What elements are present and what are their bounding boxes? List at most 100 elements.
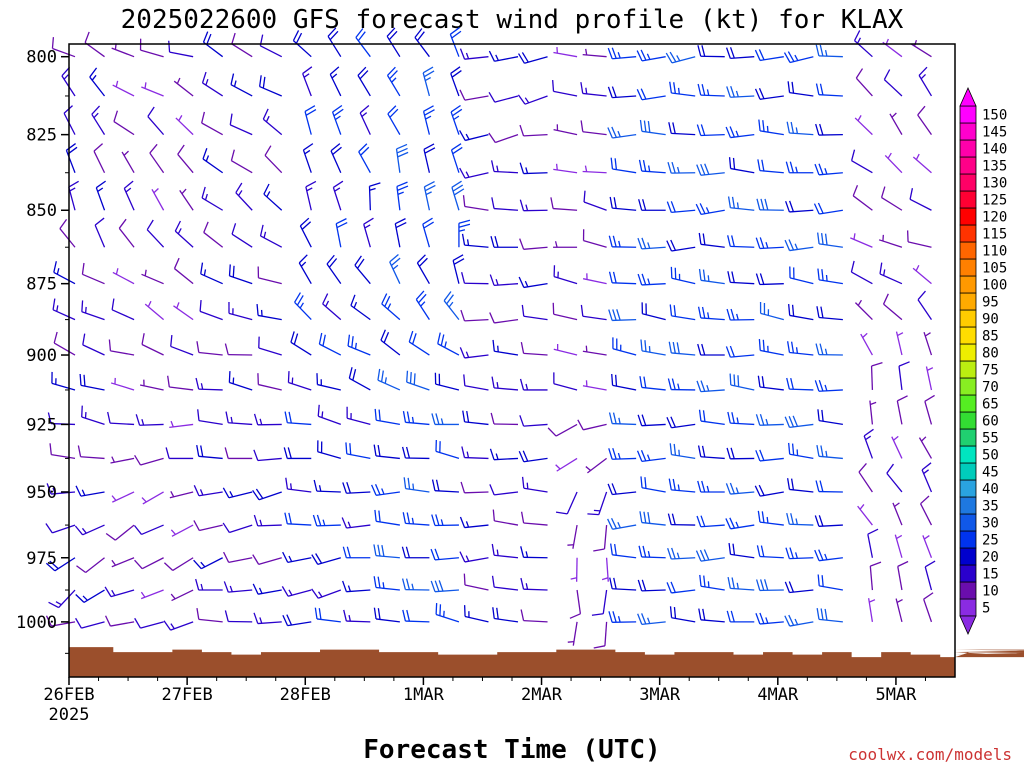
wind-barb: [202, 148, 224, 174]
wind-barb-feather: [284, 512, 288, 524]
wind-barb-feather: [134, 454, 142, 466]
wind-barb-feather: [391, 77, 397, 83]
wind-barb-staff: [603, 525, 608, 550]
colorbar-swatch: [959, 139, 977, 158]
wind-barb-feather: [700, 380, 706, 392]
wind-barb: [569, 589, 582, 619]
wind-barb-staff: [140, 457, 164, 466]
wind-barb-feather: [68, 180, 79, 188]
wind-barb-staff: [327, 35, 342, 58]
wind-barb: [727, 235, 755, 248]
wind-barb: [638, 159, 666, 174]
wind-barb-feather: [196, 608, 200, 620]
wind-barb-feather: [123, 180, 134, 189]
wind-barb: [640, 476, 666, 493]
wind-barb-feather: [406, 512, 411, 524]
wind-barb-feather: [389, 108, 399, 118]
wind-barb-feather: [328, 258, 338, 268]
wind-barb-feather: [177, 228, 182, 235]
wind-barb-feather: [206, 33, 212, 45]
wind-barb-feather: [520, 609, 525, 621]
wind-barb: [228, 301, 253, 321]
wind-barb: [567, 524, 578, 549]
wind-barb-feather: [585, 345, 588, 352]
wind-barb: [302, 143, 314, 173]
wind-barb-feather: [730, 85, 735, 98]
wind-barb-staff: [553, 207, 578, 211]
wind-barb-feather: [814, 380, 820, 392]
wind-barb: [317, 404, 342, 426]
wind-barb: [521, 304, 548, 321]
wind-barb: [459, 130, 489, 142]
wind-barb-feather: [401, 546, 407, 558]
wind-barb-feather: [818, 515, 824, 527]
wind-barb-feather: [463, 573, 466, 586]
wind-barb-feather: [111, 298, 115, 310]
wind-barb-staff: [851, 160, 873, 174]
wind-barb-staff: [258, 557, 282, 565]
colorbar-swatch: [959, 377, 977, 396]
wind-barb: [492, 339, 519, 356]
wind-barb: [123, 180, 135, 211]
colorbar-label: 110: [982, 244, 1007, 260]
wind-barb-feather: [790, 478, 795, 490]
wind-barb-feather: [726, 308, 731, 321]
wind-barb: [371, 484, 400, 496]
wind-barb-feather: [754, 49, 761, 61]
wind-barb: [517, 52, 548, 64]
wind-barb-staff: [140, 589, 164, 600]
wind-barb-feather: [389, 70, 398, 80]
colorbar-label: 105: [982, 261, 1007, 277]
wind-barb-feather: [555, 511, 568, 515]
wind-barb-staff: [870, 365, 874, 390]
wind-barb-feather: [259, 224, 264, 237]
wind-barb-feather: [111, 456, 116, 463]
wind-barb-feather: [819, 480, 824, 492]
wind-barb-feather: [577, 419, 584, 431]
wind-barb-feather: [640, 450, 647, 462]
wind-barb-staff: [376, 419, 400, 426]
colorbar-label: 150: [982, 108, 1007, 124]
wind-barb-staff: [671, 92, 696, 97]
wind-barb-feather: [141, 418, 145, 426]
wind-barb: [169, 491, 194, 499]
wind-barb-feather: [668, 341, 672, 354]
wind-barb-feather: [725, 346, 731, 358]
wind-barb: [224, 343, 253, 356]
wind-barb-feather: [757, 159, 761, 171]
wind-barb-feather: [418, 257, 428, 267]
wind-barb-staff: [760, 349, 784, 356]
wind-barb: [139, 379, 164, 391]
wind-barb: [582, 380, 607, 391]
wind-barb-feather: [762, 339, 765, 352]
wind-barb-feather: [917, 290, 926, 301]
wind-barb-staff: [198, 491, 223, 497]
wind-barb-staff: [523, 315, 548, 321]
wind-barb-staff: [464, 95, 489, 101]
wind-barb-feather: [377, 368, 381, 381]
wind-barb-feather: [181, 188, 187, 195]
wind-barb: [253, 514, 282, 527]
wind-barb-feather: [205, 79, 209, 86]
wind-barb: [401, 578, 430, 591]
wind-barb-feather: [755, 237, 761, 249]
x-tick-label: 26FEB: [43, 685, 94, 705]
wind-barb: [785, 200, 814, 213]
wind-barb-feather: [608, 309, 613, 321]
wind-barb-feather: [618, 240, 621, 248]
wind-barb: [235, 182, 253, 211]
wind-barb-staff: [523, 352, 548, 356]
wind-barb: [910, 40, 932, 58]
wind-barb: [641, 302, 666, 321]
wind-barb: [193, 520, 223, 532]
wind-barb: [252, 583, 282, 595]
wind-barb-feather: [423, 70, 435, 78]
wind-barb-feather: [290, 331, 295, 343]
wind-barb-feather: [111, 495, 117, 501]
wind-barb-feather: [672, 122, 676, 134]
wind-barb: [75, 589, 105, 603]
wind-barb-staff: [387, 113, 401, 135]
wind-barb: [52, 298, 76, 321]
wind-barb-feather: [587, 513, 599, 516]
